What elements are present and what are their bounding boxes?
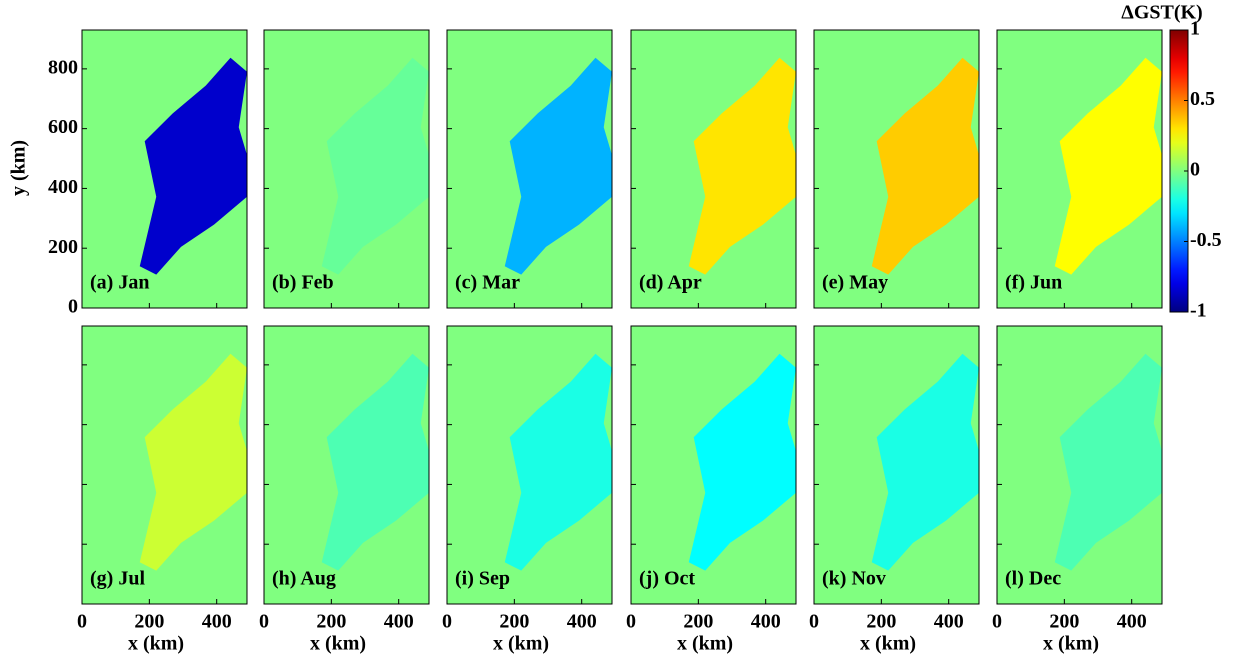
panel-label: (g) Jul: [90, 568, 145, 590]
x-tick-label: 200: [499, 611, 529, 633]
x-tick-label: 0: [259, 611, 269, 633]
panel-frame: [446, 325, 613, 605]
colorbar-tick-label: -1: [1190, 300, 1207, 322]
panel-frame: [81, 29, 248, 309]
lake-anomaly: [504, 353, 612, 571]
x-tick-label: 0: [77, 611, 87, 633]
panel-frame: [446, 29, 613, 309]
x-axis-label: x (km): [128, 633, 184, 655]
lake-anomaly: [139, 353, 247, 571]
x-tick-label: 400: [751, 611, 781, 633]
x-axis-label: x (km): [1043, 633, 1099, 655]
panel-frame: [813, 29, 980, 309]
lake-anomaly: [688, 57, 796, 275]
panel-label: (i) Sep: [455, 568, 510, 590]
x-tick-label: 200: [316, 611, 346, 633]
panel-label: (b) Feb: [272, 272, 334, 294]
colorbar-tick-label: -0.5: [1190, 229, 1222, 251]
colorbar-tick-label: 0.5: [1190, 88, 1215, 110]
panel-frame: [263, 29, 430, 309]
x-tick-label: 200: [1049, 611, 1079, 633]
panel-label: (l) Dec: [1005, 568, 1061, 590]
colorbar-tick-label: 1: [1190, 18, 1200, 40]
x-tick-label: 400: [567, 611, 597, 633]
panel-label: (d) Apr: [639, 272, 702, 294]
panel-frame: [996, 325, 1163, 605]
panel-frame: [630, 29, 797, 309]
panel-frame: [263, 325, 430, 605]
x-tick-label: 400: [202, 611, 232, 633]
lake-anomaly: [1054, 57, 1162, 275]
x-tick-label: 400: [1117, 611, 1147, 633]
lake-anomaly: [321, 57, 429, 275]
x-tick-label: 200: [866, 611, 896, 633]
panel-frame: [996, 29, 1163, 309]
x-axis-label: x (km): [677, 633, 733, 655]
panel-label: (j) Oct: [639, 568, 695, 590]
x-axis-label: x (km): [860, 633, 916, 655]
x-tick-label: 200: [134, 611, 164, 633]
y-axis-label: y (km): [8, 140, 30, 196]
y-tick-label: 0: [68, 296, 78, 318]
panel-frame: [630, 325, 797, 605]
lake-anomaly: [139, 57, 247, 275]
panel-label: (h) Aug: [272, 568, 336, 590]
x-tick-label: 0: [442, 611, 452, 633]
y-tick-label: 400: [48, 176, 78, 198]
lake-anomaly: [871, 353, 979, 571]
panel-label: (f) Jun: [1005, 272, 1062, 294]
panel-frame: [813, 325, 980, 605]
x-tick-label: 400: [934, 611, 964, 633]
y-tick-label: 200: [48, 236, 78, 258]
colorbar-tick-label: 0: [1190, 159, 1200, 181]
x-tick-label: 400: [384, 611, 414, 633]
lake-anomaly: [321, 353, 429, 571]
y-tick-label: 800: [48, 56, 78, 78]
x-axis-label: x (km): [493, 633, 549, 655]
x-tick-label: 200: [683, 611, 713, 633]
panel-label: (a) Jan: [90, 272, 149, 294]
lake-anomaly: [688, 353, 796, 571]
x-axis-label: x (km): [310, 633, 366, 655]
lake-anomaly: [504, 57, 612, 275]
panel-label: (k) Nov: [822, 568, 886, 590]
lake-anomaly: [871, 57, 979, 275]
x-tick-label: 0: [992, 611, 1002, 633]
y-tick-label: 600: [48, 116, 78, 138]
panel-label: (e) May: [822, 272, 888, 294]
panel-label: (c) Mar: [455, 272, 520, 294]
x-tick-label: 0: [809, 611, 819, 633]
colorbar-title: ΔGST(K): [1121, 2, 1202, 24]
x-tick-label: 0: [626, 611, 636, 633]
lake-anomaly: [1054, 353, 1162, 571]
panel-frame: [81, 325, 248, 605]
